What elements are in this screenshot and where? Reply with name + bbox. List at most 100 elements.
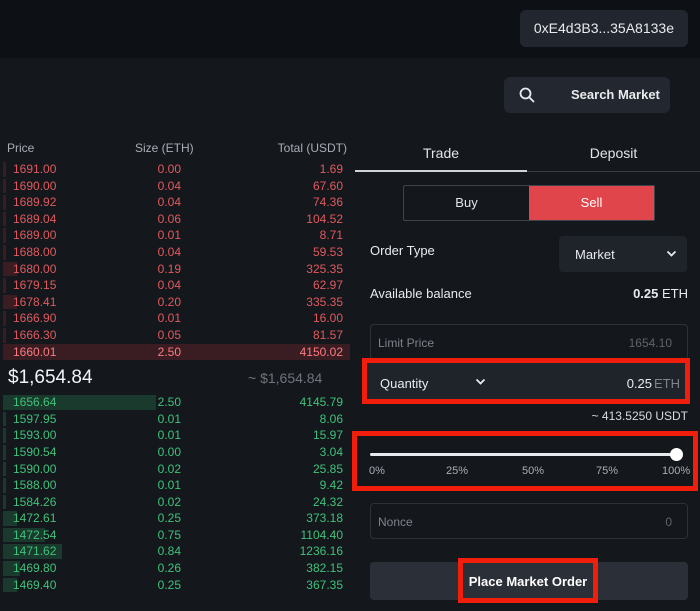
bid-row[interactable]: 1584.26 0.02 24.32 xyxy=(3,494,350,511)
row-price: 1688.00 xyxy=(13,244,57,259)
bid-row[interactable]: 1469.80 0.26 382.15 xyxy=(3,560,350,577)
ask-row[interactable]: 1666.90 0.01 16.00 xyxy=(3,310,350,327)
wallet-address-button[interactable]: 0xE4d3B3...35A8133e xyxy=(519,10,688,47)
place-order-label: Place Market Order xyxy=(468,574,588,589)
row-price: 1666.30 xyxy=(13,327,57,342)
limit-price-value: 1654.10 xyxy=(628,336,672,350)
bid-row[interactable]: 1597.95 0.01 8.06 xyxy=(3,411,350,428)
row-total: 8.71 xyxy=(319,228,343,243)
ask-row[interactable]: 1678.41 0.20 335.35 xyxy=(3,294,350,311)
ask-row[interactable]: 1689.04 0.06 104.52 xyxy=(3,211,350,228)
slider-handle[interactable] xyxy=(670,448,683,461)
limit-price-label: Limit Price xyxy=(378,336,435,350)
ask-row[interactable]: 1679.15 0.04 62.97 xyxy=(3,277,350,294)
bid-row[interactable]: 1469.40 0.25 367.35 xyxy=(3,577,350,594)
row-price: 1469.80 xyxy=(13,561,57,576)
limit-price-field[interactable]: Limit Price 1654.10 xyxy=(370,324,688,360)
row-size: 0.01 xyxy=(157,311,181,326)
depth-bar xyxy=(3,444,7,460)
row-size: 0.19 xyxy=(157,261,181,276)
row-size: 0.04 xyxy=(157,195,181,210)
row-size: 0.00 xyxy=(157,162,181,176)
depth-bar xyxy=(3,544,62,560)
ask-row[interactable]: 1688.00 0.04 59.53 xyxy=(3,244,350,261)
search-market-button[interactable]: Search Market xyxy=(504,77,670,113)
bid-row[interactable]: 1590.54 0.00 3.04 xyxy=(3,444,350,461)
depth-bar xyxy=(3,527,45,543)
bid-row[interactable]: 1590.00 0.02 25.85 xyxy=(3,461,350,478)
row-price: 1689.92 xyxy=(13,195,57,210)
ask-row[interactable]: 1666.30 0.05 81.57 xyxy=(3,327,350,344)
row-size: 0.01 xyxy=(157,478,181,493)
row-total: 74.36 xyxy=(312,195,343,210)
row-total: 24.32 xyxy=(312,494,343,509)
depth-bar xyxy=(3,478,7,493)
row-total: 62.97 xyxy=(312,278,343,293)
bid-row[interactable]: 1472.54 0.75 1104.40 xyxy=(3,527,350,544)
row-price: 1590.00 xyxy=(13,461,57,476)
quantity-field[interactable]: Quantity 0.25 ETH xyxy=(362,358,690,404)
size-column-header: Size (ETH) xyxy=(135,141,194,155)
row-total: 382.15 xyxy=(306,561,343,576)
depth-bar xyxy=(3,511,17,526)
slider-track[interactable] xyxy=(370,453,677,456)
row-total: 325.35 xyxy=(306,261,343,276)
bid-row[interactable]: 1471.62 0.84 1236.16 xyxy=(3,543,350,560)
order-book: Price Size (ETH) Total (USDT) 1691.00 0.0… xyxy=(3,137,350,593)
row-size: 2.50 xyxy=(157,344,181,359)
place-order-button[interactable]: Place Market Order xyxy=(458,558,598,603)
row-size: 0.00 xyxy=(157,444,181,459)
row-size: 0.25 xyxy=(157,577,181,592)
row-size: 2.50 xyxy=(157,395,181,410)
row-size: 0.04 xyxy=(157,244,181,259)
trade-tabs: Trade Deposit xyxy=(355,137,700,172)
bid-row[interactable]: 1588.00 0.01 9.42 xyxy=(3,477,350,494)
quantity-unit-select[interactable]: Quantity xyxy=(380,376,429,391)
bid-row[interactable]: 1472.61 0.25 373.18 xyxy=(3,510,350,527)
buy-button[interactable]: Buy xyxy=(455,195,478,210)
row-price: 1690.00 xyxy=(13,178,57,193)
quantity-slider[interactable]: 0% 25% 50% 75% 100% xyxy=(352,431,698,491)
mid-price-row: $1,654.84 ~ $1,654.84 xyxy=(3,360,350,394)
depth-bar xyxy=(3,395,156,410)
row-size: 0.04 xyxy=(157,278,181,293)
ask-row[interactable]: 1689.00 0.01 8.71 xyxy=(3,227,350,244)
depth-bar xyxy=(3,428,7,443)
tab-deposit[interactable]: Deposit xyxy=(527,137,700,172)
available-balance-label: Available balance xyxy=(370,286,472,301)
depth-bar xyxy=(3,278,7,293)
total-column-header: Total (USDT) xyxy=(277,141,347,155)
order-type-label: Order Type xyxy=(370,243,435,258)
row-total: 3.04 xyxy=(319,444,343,459)
ask-row[interactable]: 1689.92 0.04 74.36 xyxy=(3,194,350,211)
bid-row[interactable]: 1593.00 0.01 15.97 xyxy=(3,427,350,444)
depth-bar xyxy=(3,461,7,477)
depth-bar xyxy=(3,561,21,576)
order-type-select[interactable]: Market xyxy=(559,236,687,272)
row-size: 0.25 xyxy=(157,511,181,526)
row-size: 0.75 xyxy=(157,527,181,542)
row-size: 0.01 xyxy=(157,428,181,443)
tab-trade[interactable]: Trade xyxy=(355,137,527,172)
depth-bar xyxy=(3,211,7,227)
row-price: 1660.01 xyxy=(13,344,57,359)
depth-bar xyxy=(3,261,17,277)
bid-row[interactable]: 1656.64 2.50 4145.79 xyxy=(3,394,350,411)
row-total: 4145.79 xyxy=(299,395,343,410)
row-price: 1590.54 xyxy=(13,444,57,459)
row-total: 9.42 xyxy=(319,478,343,493)
depth-bar xyxy=(3,311,7,326)
row-price: 1472.61 xyxy=(13,511,57,526)
order-book-header: Price Size (ETH) Total (USDT) xyxy=(3,137,350,161)
depth-bar xyxy=(3,411,7,427)
ask-row[interactable]: 1660.01 2.50 4150.02 xyxy=(3,343,350,361)
nonce-field[interactable]: Nonce 0 xyxy=(370,503,688,539)
row-total: 1236.16 xyxy=(299,544,343,559)
sell-button[interactable]: Sell xyxy=(529,186,654,220)
row-price: 1471.62 xyxy=(13,544,57,559)
ask-row[interactable]: 1691.00 0.00 1.69 xyxy=(3,161,350,178)
row-total: 59.53 xyxy=(312,244,343,259)
row-price: 1593.00 xyxy=(13,428,57,443)
ask-row[interactable]: 1680.00 0.19 325.35 xyxy=(3,261,350,278)
ask-row[interactable]: 1690.00 0.04 67.60 xyxy=(3,178,350,195)
